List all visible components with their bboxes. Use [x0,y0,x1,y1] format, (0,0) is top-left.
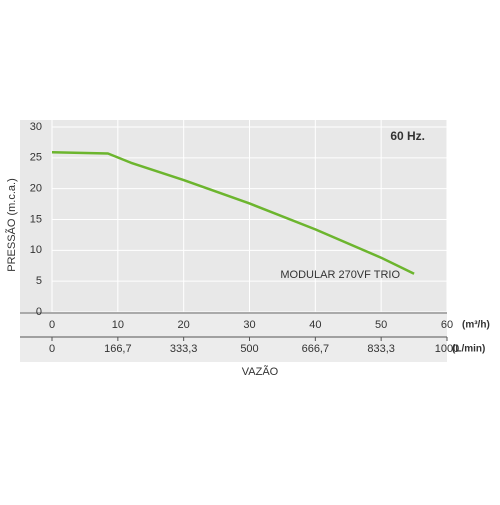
y-tick-label: 5 [36,275,42,287]
series-label: MODULAR 270VF TRIO [280,269,400,281]
x-tick-label: 40 [309,319,321,331]
y-tick-label: 20 [30,183,42,195]
x2-unit: (L/min) [452,344,485,355]
x-tick-label: 60 [441,319,453,331]
y-tick-label: 10 [30,244,42,256]
y-axis-label: PRESSÃO (m.c.a.) [5,178,18,272]
x2-tick-label: 666,7 [302,343,330,355]
annotation: 60 Hz. [390,129,425,143]
x-tick-label: 20 [178,319,190,331]
y-tick-label: 0 [36,306,42,318]
x-unit: (m³/h) [462,320,490,331]
data-line [51,151,415,275]
x2-tick-label: 500 [240,343,258,355]
x2-tick-label: 166,7 [104,343,132,355]
x-tick-label: 10 [112,319,124,331]
y-tick-label: 15 [30,213,42,225]
y-tick-label: 25 [30,152,42,164]
x2-tick-label: 1000 [435,343,459,355]
x-axis-band [20,314,447,362]
x-axis-label: VAZÃO [242,365,279,378]
x-tick-label: 30 [243,319,255,331]
x2-tick-label: 0 [49,343,55,355]
y-tick-label: 30 [30,121,42,133]
x2-tick-label: 833,3 [367,343,395,355]
x2-tick-label: 333,3 [170,343,198,355]
x-tick-label: 50 [375,319,387,331]
x-tick-label: 0 [49,319,55,331]
plot-background [20,120,447,312]
